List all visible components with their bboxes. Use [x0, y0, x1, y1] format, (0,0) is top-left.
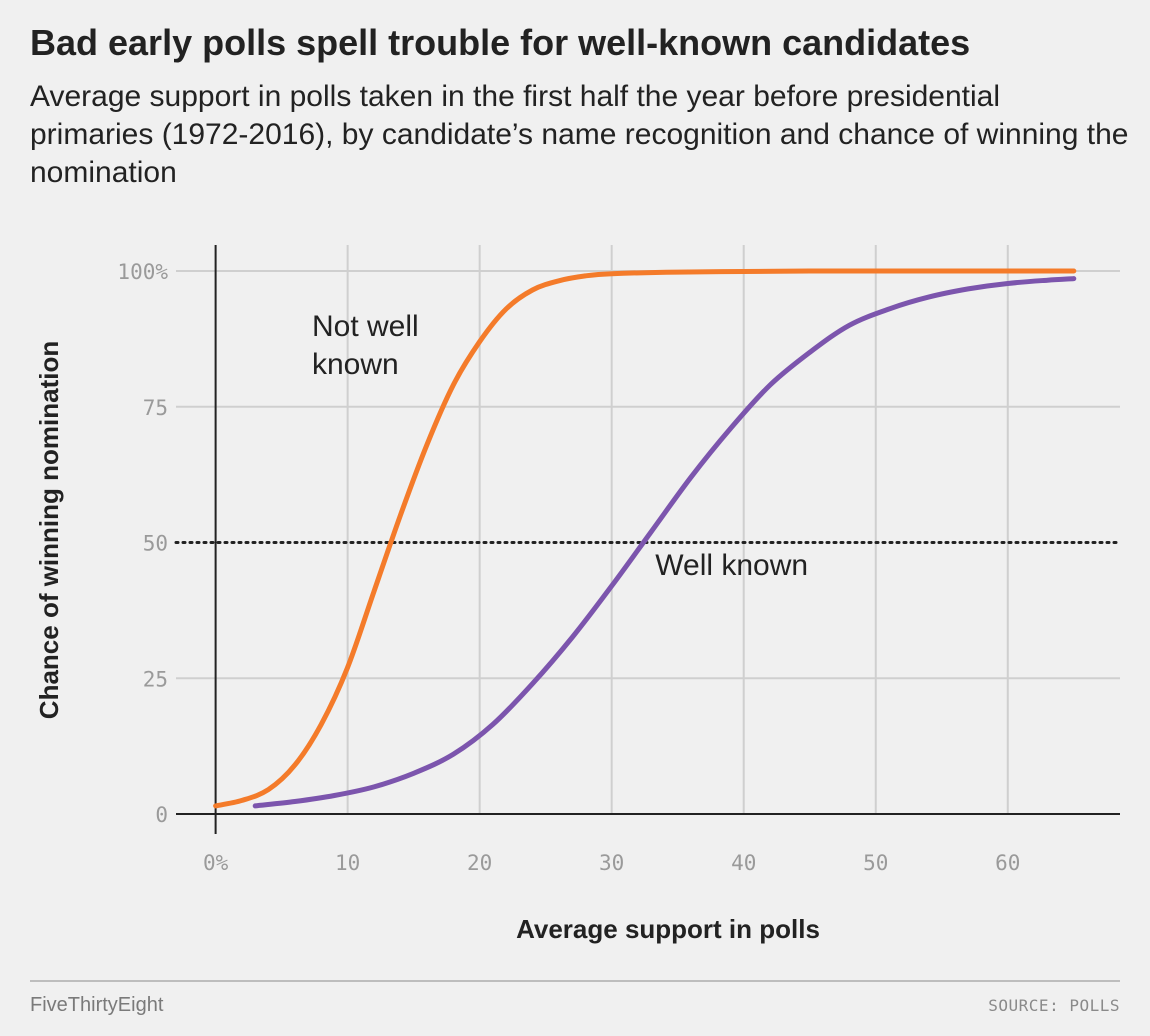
x-tick-label: 60 [995, 851, 1020, 875]
x-axis-label: Average support in polls [516, 914, 820, 944]
series-line-not-well-known [213, 268, 1077, 809]
axes [176, 245, 1120, 834]
y-tick-label: 75 [143, 396, 168, 420]
x-tick-labels: 0% 10 20 30 40 50 60 [203, 851, 1020, 875]
annotation-line: known [312, 348, 399, 381]
series-lines [213, 268, 1077, 809]
x-tick-label: 30 [599, 851, 624, 875]
annotation-well-known: Well known [655, 549, 808, 582]
footer-divider [30, 980, 1120, 982]
annotation-line: Well known [655, 549, 808, 582]
y-tick-label: 50 [143, 532, 168, 556]
y-axis-label: Chance of winning nomination [34, 341, 64, 719]
footer-brand: FiveThirtyEight [30, 994, 164, 1016]
x-tick-label: 10 [335, 851, 360, 875]
x-tick-label: 0% [203, 851, 229, 875]
y-tick-label: 100% [117, 260, 168, 284]
annotation-line: Not well [312, 310, 419, 343]
series-line-well-known [252, 276, 1077, 809]
x-tick-label: 50 [863, 851, 888, 875]
footer-source: SOURCE: POLLS [988, 996, 1120, 1015]
y-tick-label: 25 [143, 667, 168, 691]
y-tick-label: 0 [155, 803, 168, 827]
x-tick-label: 40 [731, 851, 756, 875]
chart-subtitle: Average support in polls taken in the fi… [30, 80, 1129, 189]
y-tick-labels: 0 25 50 75 100% [117, 260, 168, 827]
x-tick-label: 20 [467, 851, 492, 875]
annotation-not-well-known: Not well known [312, 310, 419, 381]
chart-title: Bad early polls spell trouble for well-k… [30, 22, 971, 63]
x-gridlines [346, 245, 1009, 814]
series-annotations: Not well known Well known [312, 310, 808, 582]
